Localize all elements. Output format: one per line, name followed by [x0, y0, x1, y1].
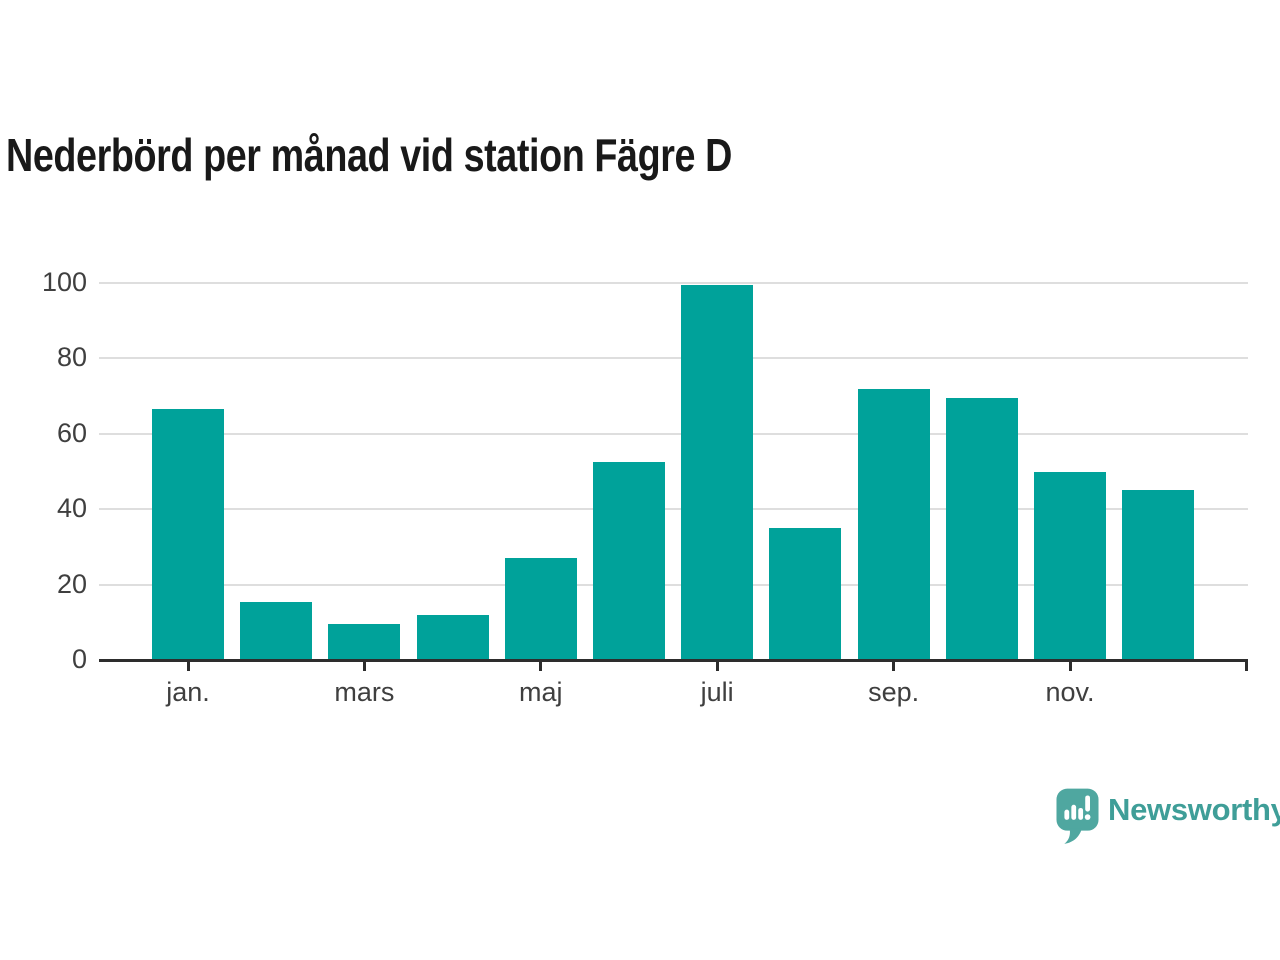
gridline-100	[99, 282, 1248, 284]
gridline-40	[99, 508, 1248, 511]
y-axis-label-80: 80	[56, 342, 87, 373]
x-axis-label-juli: juli	[700, 677, 734, 707]
x-axis-label-jan.: jan.	[166, 677, 210, 707]
x-axis-label-sep.: sep.	[868, 677, 920, 707]
newsworthy-speech-bubble-bar-chart-icon	[1056, 788, 1099, 844]
newsworthy-logo: Newsworthy	[1056, 788, 1280, 845]
bar-sep.	[857, 388, 930, 660]
x-axis-label-nov.: nov.	[1045, 677, 1095, 707]
x-tick-jan.	[186, 662, 190, 671]
y-axis-label-20: 20	[56, 568, 87, 599]
bar-dec.	[1122, 490, 1195, 660]
bar-aug.	[769, 528, 842, 660]
bar-jan.	[152, 409, 224, 660]
bar-apr.	[416, 614, 489, 660]
bar-juni	[593, 462, 665, 660]
newsworthy-logo-text: Newsworthy	[1108, 792, 1280, 827]
bar-okt.	[945, 398, 1018, 660]
y-axis-label-40: 40	[56, 493, 87, 524]
page-title: Nederbörd per månad vid station Fägre D	[6, 129, 732, 181]
x-tick-nov.	[1068, 662, 1072, 671]
x-tick-sep.	[892, 662, 896, 671]
x-tick-maj	[539, 662, 543, 671]
bar-juli	[681, 284, 754, 660]
y-axis-label-0: 0	[71, 644, 87, 674]
x-axis-label-maj: maj	[519, 677, 563, 707]
x-tick-mars	[362, 662, 366, 671]
bar-feb.	[240, 601, 313, 660]
gridline-20	[99, 583, 1248, 586]
x-axis-label-mars: mars	[334, 677, 395, 707]
gridline-60	[99, 432, 1248, 435]
gridline-80	[99, 357, 1248, 360]
y-axis-label-60: 60	[56, 417, 87, 448]
bar-mars	[328, 624, 401, 660]
x-tick-axis-end	[1245, 662, 1248, 671]
x-tick-juli	[715, 662, 719, 671]
bar-nov.	[1034, 471, 1106, 660]
x-axis-line	[99, 659, 1248, 662]
plot-area: 0 20 40 60 80 100 jan. mars maj juli sep. nov.	[42, 269, 1248, 707]
bar-maj	[504, 558, 577, 660]
y-axis-label-100: 100	[41, 267, 87, 297]
